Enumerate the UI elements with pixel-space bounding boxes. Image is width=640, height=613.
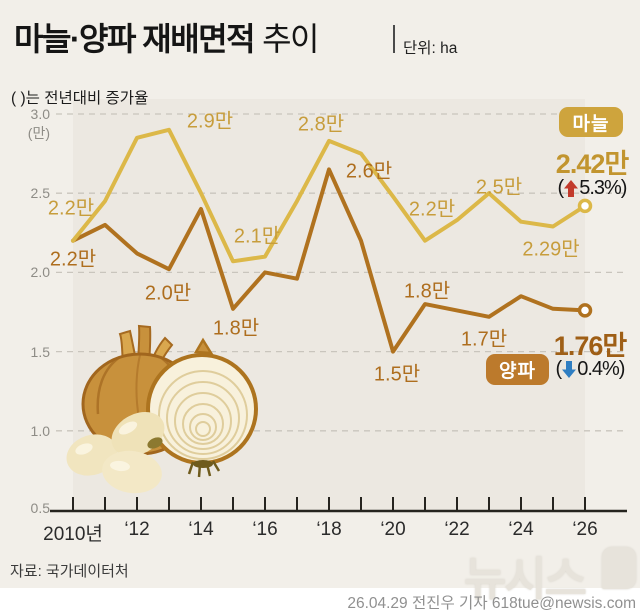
onion-legend-badge: 양파 bbox=[486, 354, 549, 385]
garlic-label-2025: 2.29만 bbox=[522, 238, 580, 261]
down-arrow-icon bbox=[562, 361, 577, 378]
x-tick-18: ‘18 bbox=[316, 519, 342, 540]
onion-change-open: ( bbox=[555, 358, 563, 380]
cut-onion-half bbox=[146, 337, 258, 478]
x-axis bbox=[50, 497, 627, 513]
y-tick-2.5: 2.5 bbox=[30, 185, 50, 201]
gridlines bbox=[56, 113, 627, 432]
garlic-end-marker bbox=[577, 198, 593, 214]
y-tick-1.5: 1.5 bbox=[30, 344, 50, 360]
x-tick-14: ‘14 bbox=[188, 519, 214, 540]
y-tick-1.0: 1.0 bbox=[30, 423, 50, 439]
onion-label-2020: 1.5만 bbox=[373, 363, 421, 386]
onion-label-2023: 1.7만 bbox=[460, 328, 508, 351]
y-axis-unit: (만) bbox=[27, 125, 50, 141]
garlic-change-open: ( bbox=[557, 177, 565, 199]
garlic-label-2018: 2.8만 bbox=[297, 113, 345, 136]
garlic-legend-badge: 마늘 bbox=[559, 107, 623, 137]
onion-end-marker bbox=[577, 303, 593, 318]
x-tick-24: ‘24 bbox=[508, 519, 534, 540]
onion-change: ( 0.4%) bbox=[545, 358, 635, 381]
garlic-series-line bbox=[71, 127, 587, 264]
bottom-strip bbox=[0, 588, 640, 613]
y-tick-3.0: 3.0 bbox=[30, 106, 50, 122]
source-text: 자료: 국가데이터처 bbox=[10, 563, 129, 580]
onion-label-2015: 1.8만 bbox=[212, 317, 260, 340]
y-tick-0.5: 0.5 bbox=[30, 500, 50, 516]
newsis-watermark: 뉴시스 bbox=[464, 553, 587, 605]
title-sub: 추이 bbox=[262, 21, 319, 57]
x-tick-22: ‘22 bbox=[444, 519, 470, 540]
onion-garlic-illustration bbox=[66, 324, 258, 494]
garlic-label-2023: 2.5만 bbox=[475, 176, 523, 199]
title-divider bbox=[393, 25, 395, 53]
x-tick-20: ‘20 bbox=[380, 519, 406, 540]
onion-final-value: 1.76만 bbox=[553, 331, 627, 361]
onion-series-line bbox=[71, 167, 587, 354]
y-tick-2.0: 2.0 bbox=[30, 264, 50, 280]
onion-label-2018: 2.6만 bbox=[345, 160, 393, 183]
onion-label-2013: 2.0만 bbox=[144, 282, 192, 305]
page-title: 마늘·양파 재배면적 추이 bbox=[14, 14, 319, 60]
garlic-label-2013: 2.9만 bbox=[186, 110, 234, 133]
x-tick-16: ‘16 bbox=[252, 519, 278, 540]
credit-line: 26.04.29 전진우 기자 618tue@newsis.com bbox=[347, 595, 636, 612]
garlic-label-2015: 2.1만 bbox=[233, 225, 281, 248]
garlic-final-value: 2.42만 bbox=[555, 149, 629, 179]
x-tick-2010: 2010년 bbox=[43, 524, 103, 545]
onion-label-2010: 2.2만 bbox=[49, 248, 97, 271]
onion-label-2021: 1.8만 bbox=[403, 280, 451, 303]
garlic-change-value: 5.3%) bbox=[579, 177, 627, 199]
subtitle: ( )는 전년대비 증가율 bbox=[11, 90, 149, 107]
unit-label: 단위: ha bbox=[403, 40, 458, 57]
garlic-label-2021: 2.2만 bbox=[408, 198, 456, 221]
title-main: 마늘·양파 재배면적 bbox=[14, 21, 256, 57]
up-arrow-icon bbox=[564, 180, 579, 197]
x-tick-26: ‘26 bbox=[572, 519, 598, 540]
newsis-logo-icon bbox=[602, 547, 636, 589]
onion-change-value: 0.4%) bbox=[577, 358, 625, 380]
garlic-change: ( 5.3%) bbox=[547, 177, 637, 200]
garlic-cloves bbox=[66, 411, 165, 494]
x-tick-12: ‘12 bbox=[124, 519, 150, 540]
garlic-label-2010: 2.2만 bbox=[47, 197, 95, 220]
